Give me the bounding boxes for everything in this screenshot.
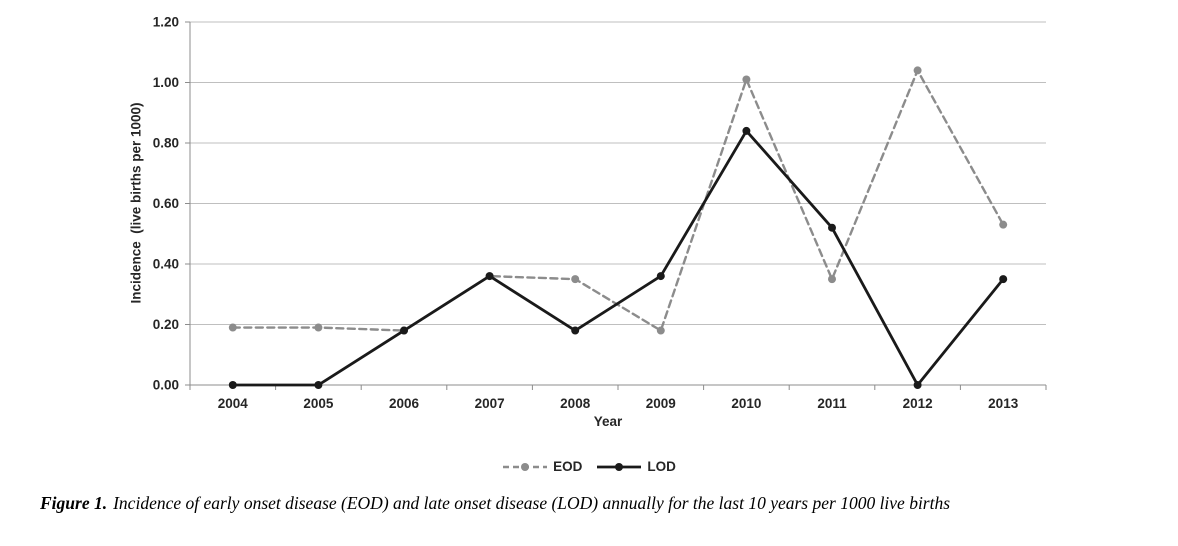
x-tick-label: 2004 [218, 396, 249, 411]
x-tick-label: 2013 [988, 396, 1019, 411]
eod-marker-2008 [571, 275, 580, 284]
y-tick-label: 0.00 [153, 378, 179, 393]
x-tick-label: 2012 [903, 396, 933, 411]
lod-marker-2008 [571, 326, 580, 335]
lod-marker-2011 [828, 223, 836, 232]
eod-line-swatch [503, 462, 548, 471]
x-tick-label: 2009 [646, 396, 676, 411]
chart-svg: 0.00 0.20 0.40 0.60 0.80 1.00 1.20 2004 2005 2006… [153, 15, 1047, 411]
x-tick-label: 2008 [560, 396, 591, 411]
lod-marker-2010 [742, 126, 751, 135]
x-axis-title: Year [593, 414, 623, 429]
y-tick-label: 0.60 [153, 196, 179, 211]
lod-marker-2005 [314, 381, 323, 389]
eod-marker-2004 [228, 323, 237, 332]
lod-marker-2013 [999, 275, 1008, 284]
x-tick-label: 2007 [475, 396, 505, 411]
x-tick-label: 2005 [303, 396, 334, 411]
lod-marker-2006 [400, 326, 408, 335]
legend-item-lod: LOD [596, 459, 676, 474]
y-tick-label: 1.00 [153, 75, 179, 90]
lod-marker-2012 [913, 381, 922, 389]
x-tick-label: 2010 [731, 396, 761, 411]
lod-line [231, 129, 1005, 387]
figure-caption: Figure 1. Incidence of early onset diseas… [40, 491, 1142, 515]
y-tick-label: 1.20 [153, 15, 179, 30]
eod-marker-2009 [656, 326, 665, 335]
legend-label-lod: LOD [647, 459, 676, 474]
lod-marker-2009 [656, 272, 665, 281]
eod-marker-2010 [742, 75, 751, 84]
legend-label-eod: EOD [553, 459, 583, 474]
y-tick-label: 0.20 [153, 317, 179, 332]
lod-line-swatch [597, 462, 642, 471]
caption-label: Figure 1. [40, 493, 108, 513]
caption-text: Incidence of early onset disease (EOD) a… [113, 493, 951, 513]
lod-marker-2004 [228, 381, 237, 389]
y-axis-title: Incidence (live births per 1000) [128, 102, 144, 304]
eod-marker-2012 [913, 66, 922, 75]
y-tick-label: 0.40 [153, 257, 179, 272]
lod-marker-2007 [485, 272, 494, 281]
x-tick-label: 2011 [817, 396, 847, 411]
y-tick-label: 0.80 [153, 136, 179, 151]
lod-swatch-marker [615, 462, 624, 471]
x-tick-label: 2006 [389, 396, 420, 411]
eod-marker-2005 [314, 323, 323, 332]
eod-marker-2011 [828, 275, 836, 284]
eod-marker-2013 [999, 220, 1008, 229]
eod-swatch-marker [521, 462, 530, 471]
eod-line [231, 69, 1005, 332]
legend-item-eod: EOD [502, 459, 582, 474]
legend: EOD LOD [0, 459, 1178, 474]
